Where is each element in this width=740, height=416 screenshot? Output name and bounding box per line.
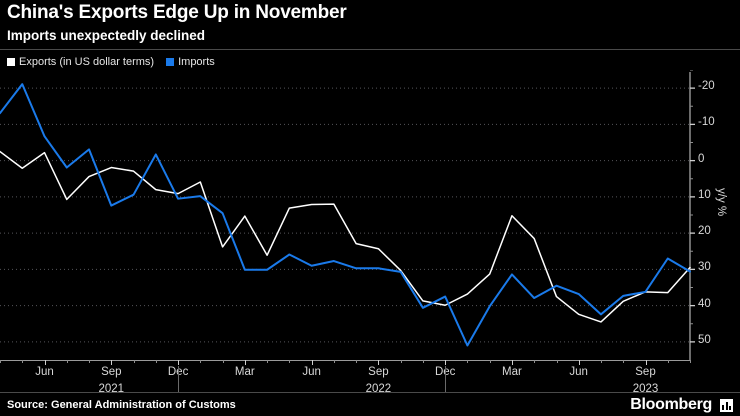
x-axis-minor-tick — [0, 360, 1, 363]
x-axis-minor-tick — [155, 360, 157, 363]
y-axis-tick-label: 50 — [698, 333, 711, 346]
x-axis-minor-tick — [422, 360, 424, 363]
y-axis-tick-label: 10 — [698, 188, 711, 201]
x-axis-tick — [445, 360, 447, 365]
x-axis-year-separator — [445, 366, 447, 392]
x-axis-tick-label: Sep — [368, 366, 389, 378]
x-axis-minor-tick — [534, 360, 536, 363]
x-axis-line — [0, 360, 690, 361]
page-subtitle: Imports unexpectedly declined — [7, 28, 206, 43]
y-axis-tick-label: 0 — [698, 152, 705, 165]
x-axis-tick-label: Mar — [234, 366, 255, 378]
x-axis-minor-tick — [667, 360, 669, 363]
y-axis-tick-label: 20 — [698, 225, 711, 238]
x-axis-year-label: 2022 — [365, 383, 392, 395]
x-axis-tick — [511, 360, 513, 365]
legend-swatch-icon — [166, 58, 175, 66]
x-axis-tick — [178, 360, 180, 365]
x-axis-tick-label: Sep — [635, 366, 656, 378]
x-axis-tick-label: Jun — [569, 366, 588, 378]
legend-item-exports[interactable]: Exports (in US dollar terms) — [7, 56, 154, 68]
legend-label: Exports (in US dollar terms) — [19, 56, 155, 68]
x-axis-minor-tick — [333, 360, 335, 363]
x-axis-tick — [378, 360, 380, 365]
x-axis-minor-tick — [267, 360, 269, 363]
x-axis-tick — [578, 360, 580, 365]
footer-divider — [0, 392, 740, 393]
series-line-imports — [0, 83, 691, 347]
y-axis-title: y/y % — [715, 188, 727, 217]
series-line-exports — [0, 150, 691, 323]
x-axis-tick — [111, 360, 113, 365]
x-axis-minor-tick — [222, 360, 224, 363]
x-axis-minor-tick — [22, 360, 24, 363]
y-axis-tick-label: 40 — [698, 297, 711, 310]
x-axis-minor-tick — [489, 360, 491, 363]
plot-area — [0, 70, 740, 360]
source-note: Source: General Administration of Custom… — [7, 399, 236, 411]
x-axis-minor-tick — [356, 360, 358, 363]
x-axis-tick — [44, 360, 46, 365]
x-axis-minor-tick — [690, 360, 691, 363]
y-axis-tick-label: -10 — [698, 116, 715, 129]
x-axis-minor-tick — [66, 360, 68, 363]
bloomberg-wordmark: Bloomberg — [630, 396, 712, 413]
x-axis-minor-tick — [623, 360, 625, 363]
x-axis-tick-label: Sep — [101, 366, 122, 378]
x-axis-minor-tick — [601, 360, 602, 363]
x-axis-year-label: 2021 — [98, 383, 125, 395]
x-axis-minor-tick — [556, 360, 558, 363]
x-axis-tick — [645, 360, 647, 365]
x-axis-tick-label: Mar — [501, 366, 522, 378]
chart-legend: Exports (in US dollar terms) Imports — [7, 55, 227, 69]
y-axis-tick-label: 30 — [698, 261, 711, 274]
x-axis-minor-tick — [200, 360, 202, 363]
x-axis-year-separator — [178, 366, 180, 392]
chart-canvas — [0, 70, 695, 360]
x-axis-tick — [311, 360, 313, 365]
x-axis-tick-label: Jun — [302, 366, 321, 378]
x-axis-minor-tick — [133, 360, 135, 363]
x-axis-tick — [244, 360, 246, 365]
x-axis-year-label: 2023 — [632, 383, 659, 395]
page-title: China's Exports Edge Up in November — [7, 2, 347, 23]
x-axis-minor-tick — [467, 360, 469, 363]
legend-item-imports[interactable]: Imports — [166, 56, 215, 68]
x-axis-minor-tick — [400, 360, 402, 363]
x-axis-minor-tick — [289, 360, 291, 363]
legend-swatch-icon — [7, 58, 15, 66]
legend-label: Imports — [178, 56, 215, 68]
x-axis-minor-tick — [89, 360, 90, 363]
bloomberg-logo-icon — [720, 399, 733, 412]
y-axis-tick-label: -20 — [698, 80, 715, 93]
x-axis-tick-label: Jun — [35, 366, 54, 378]
header-divider — [0, 49, 740, 50]
